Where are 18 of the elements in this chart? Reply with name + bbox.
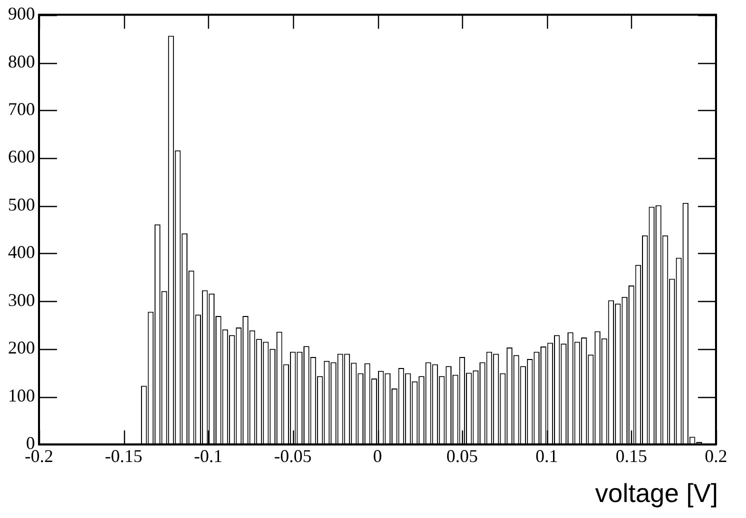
y-tick-label: 200 [8, 338, 35, 358]
x-tick-label: -0.05 [274, 446, 312, 466]
x-tick-label: 0.1 [536, 446, 558, 466]
x-tick-label: 0.2 [704, 446, 728, 466]
y-tick-label: 400 [8, 242, 35, 262]
x-tick-label: 0.15 [616, 446, 648, 466]
y-tick-label: 300 [8, 290, 35, 310]
y-tick-label: 700 [8, 99, 35, 119]
x-axis-title: voltage [V] [595, 478, 718, 509]
y-tick-label: 100 [8, 385, 35, 406]
y-tick-label: 600 [8, 146, 35, 167]
y-tick-label: 500 [8, 194, 35, 214]
y-tick-label: 800 [8, 51, 35, 72]
x-tick-label: -0.15 [104, 446, 142, 466]
x-tick-label: -0.1 [194, 446, 222, 466]
y-tick-label: 900 [8, 4, 35, 24]
x-tick-label: 0.05 [446, 446, 478, 466]
x-tick-label: 0 [373, 446, 382, 466]
